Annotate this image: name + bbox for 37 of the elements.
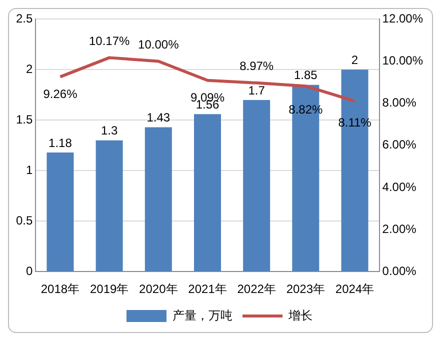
x-tick-label: 2019年 — [90, 282, 129, 296]
bar — [46, 152, 74, 272]
y2-tick-label: 12.00% — [382, 12, 424, 26]
y-tick-label: 1.5 — [16, 112, 33, 126]
data-label: 1.18 — [48, 136, 72, 150]
data-label: 9.26% — [43, 87, 78, 102]
y2-tick-label: 0.00% — [382, 264, 417, 278]
bar — [243, 100, 270, 272]
y-tick-label: 1 — [26, 162, 33, 177]
x-tick-label: 2024年 — [335, 282, 374, 296]
bar — [96, 140, 123, 272]
data-label: 8.97% — [240, 59, 274, 74]
x-tick-label: 2021年 — [188, 282, 227, 296]
y2-tick-label: 8.00% — [382, 96, 417, 110]
y2-tick-label: 2.00% — [382, 222, 417, 236]
x-tick-label: 2022年 — [237, 282, 276, 296]
y2-tick-label: 10.00% — [382, 54, 424, 68]
data-label: 1.7 — [248, 83, 266, 98]
data-label: 2 — [351, 52, 358, 67]
x-tick-label: 2018年 — [40, 282, 80, 296]
x-tick-label: 2023年 — [286, 282, 326, 296]
data-label: 10.00% — [138, 38, 180, 52]
y-tick-label: 2 — [26, 62, 33, 76]
bar — [194, 114, 221, 272]
y-tick-label: 0 — [26, 264, 33, 278]
data-label: 10.17% — [88, 34, 130, 48]
y2-tick-label: 4.00% — [382, 180, 417, 194]
bar — [144, 127, 172, 272]
data-label: 1.43 — [146, 110, 170, 125]
legend-label: 产量，万吨 — [172, 308, 232, 322]
legend-label: 增长 — [288, 308, 312, 322]
x-tick-label: 2020年 — [139, 282, 178, 296]
y-tick-label: 2.5 — [16, 12, 33, 26]
data-label: 1.3 — [100, 124, 118, 138]
y-tick-label: 0.5 — [16, 213, 33, 228]
y2-tick-label: 6.00% — [382, 138, 417, 152]
data-label: 1.85 — [294, 68, 318, 82]
